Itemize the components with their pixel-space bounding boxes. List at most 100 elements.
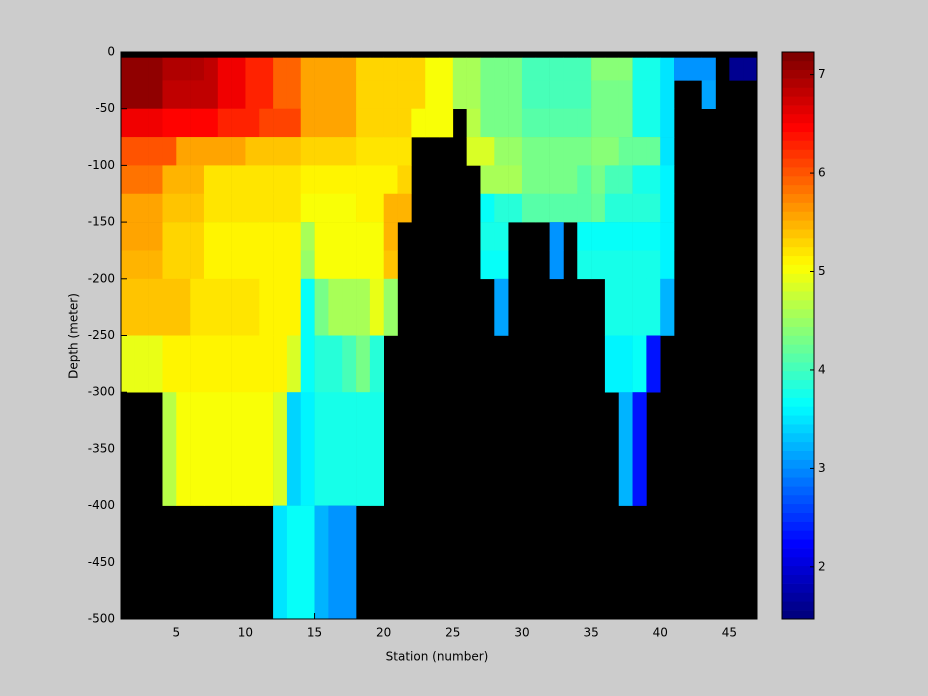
colorbar-swatch — [782, 406, 814, 416]
heatmap-cell — [646, 57, 661, 81]
heatmap-cell — [660, 165, 675, 195]
heatmap-cell — [286, 505, 302, 620]
heatmap-cell — [508, 137, 523, 166]
heatmap-cell — [356, 137, 371, 166]
heatmap-cell — [121, 250, 136, 280]
heatmap-cell — [577, 137, 592, 166]
heatmap-cell — [273, 108, 288, 138]
heatmap-cell — [134, 222, 149, 251]
heatmap-cell — [148, 57, 163, 81]
heatmap-cell — [314, 250, 329, 280]
heatmap-cell — [259, 137, 274, 166]
colorbar-tick-label: 3 — [818, 461, 826, 475]
heatmap-cell — [425, 108, 440, 138]
heatmap-cell — [494, 137, 509, 166]
heatmap-cell — [245, 137, 260, 166]
heatmap-cell — [328, 165, 343, 195]
heatmap-cell — [604, 278, 620, 336]
heatmap-cell — [342, 165, 357, 195]
heatmap-cell — [134, 108, 149, 138]
colorbar-swatch — [782, 140, 814, 150]
colorbar-tick-label: 2 — [818, 559, 826, 573]
heatmap-cell — [273, 193, 288, 223]
x-tick-label: 5 — [172, 626, 180, 640]
heatmap-cell — [618, 193, 633, 223]
heatmap-cell — [300, 250, 315, 280]
heatmap-cell — [148, 250, 163, 280]
heatmap-cell — [549, 57, 564, 81]
heatmap-cell — [563, 165, 578, 195]
heatmap-cell — [480, 137, 495, 166]
heatmap-cell — [300, 335, 315, 393]
heatmap-cell — [632, 108, 647, 138]
heatmap-cell — [549, 137, 564, 166]
heatmap-cell — [134, 278, 149, 336]
heatmap-cell — [549, 193, 564, 223]
x-tick-label: 35 — [583, 626, 598, 640]
heatmap-cell — [342, 80, 357, 109]
heatmap-cell — [148, 165, 163, 195]
heatmap-cell — [328, 137, 343, 166]
heatmap-cell — [591, 222, 606, 251]
heatmap-cell — [494, 108, 509, 138]
colorbar-swatch — [782, 432, 814, 443]
heatmap-cell — [286, 222, 302, 251]
heatmap-cell — [521, 57, 537, 81]
heatmap-cell — [217, 335, 232, 393]
heatmap-cell — [203, 278, 219, 336]
heatmap-cell — [314, 165, 329, 195]
heatmap-cell — [549, 80, 564, 109]
heatmap-cell — [535, 193, 550, 223]
heatmap-cell — [397, 165, 412, 195]
heatmap-cell — [162, 165, 177, 195]
heatmap-cell — [286, 335, 302, 393]
colorbar-swatch — [782, 459, 814, 469]
heatmap-cell — [162, 193, 177, 223]
heatmap-cell — [521, 80, 537, 109]
heatmap-cell — [162, 278, 177, 336]
colorbar-swatch — [782, 229, 814, 239]
heatmap-cell — [121, 165, 136, 195]
colorbar-tick-label: 6 — [818, 166, 826, 180]
heatmap-cell — [549, 108, 564, 138]
heatmap-cell — [618, 57, 633, 81]
heatmap-cell — [190, 222, 205, 251]
heatmap-cell — [687, 57, 702, 81]
heatmap-cell — [273, 250, 288, 280]
heatmap-cell — [591, 80, 606, 109]
heatmap-cell — [314, 193, 329, 223]
heatmap-cell — [494, 80, 509, 109]
heatmap-cell — [203, 335, 219, 393]
colorbar-swatch — [782, 291, 814, 301]
heatmap-cell — [176, 278, 191, 336]
heatmap-cell — [356, 392, 371, 506]
heatmap-cell — [604, 250, 620, 280]
heatmap-cell — [300, 108, 315, 138]
heatmap-cell — [300, 222, 315, 251]
heatmap-cell — [397, 108, 412, 138]
heatmap-cell — [190, 278, 205, 336]
heatmap-cell — [328, 505, 343, 620]
colorbar-swatch — [782, 326, 814, 336]
heatmap-cell — [618, 392, 633, 506]
heatmap-cell — [300, 80, 315, 109]
heatmap-cell — [203, 80, 219, 109]
heatmap-cell — [508, 165, 523, 195]
heatmap-cell — [328, 250, 343, 280]
heatmap-cell — [369, 137, 384, 166]
heatmap-cell — [466, 108, 481, 138]
heatmap-cell — [591, 165, 606, 195]
heatmap-cell — [203, 108, 219, 138]
heatmap-cell — [190, 250, 205, 280]
heatmap-cell — [314, 57, 329, 81]
heatmap-cell — [231, 392, 246, 506]
heatmap-cell — [190, 108, 205, 138]
heatmap-cell — [314, 137, 329, 166]
heatmap-cell — [342, 335, 357, 393]
heatmap-cell — [660, 193, 675, 223]
heatmap-cell — [176, 80, 191, 109]
heatmap-cell — [314, 278, 329, 336]
heatmap-cell — [660, 250, 675, 280]
heatmap-cell — [203, 193, 219, 223]
